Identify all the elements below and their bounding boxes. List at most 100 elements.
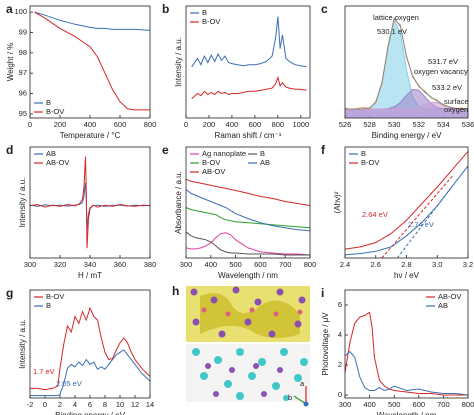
- x-tick-label: 12: [131, 400, 139, 409]
- y-axis-label: Photovoltage / μV: [321, 312, 330, 376]
- annotation: 531.7 eV: [428, 57, 458, 66]
- x-tick-label: 8: [103, 400, 107, 409]
- plot-frame: [185, 5, 311, 119]
- legend-label: B-OV: [202, 17, 220, 26]
- x-tick-label: 300: [180, 260, 193, 269]
- y-tick-label: 100: [14, 7, 27, 16]
- annotation: 533.2 eV: [432, 83, 462, 92]
- panel-label: b: [162, 2, 169, 16]
- plot-frame: [185, 146, 311, 259]
- y-tick-label: 6: [338, 300, 342, 309]
- series-line: [191, 16, 307, 68]
- plot-frame: [29, 289, 151, 399]
- x-axis-label: H / mT: [78, 271, 102, 280]
- series-line: [185, 207, 311, 229]
- y-axis-label: Intensity / a.u.: [174, 37, 183, 87]
- x-tick-label: 528: [363, 120, 376, 129]
- x-tick-label: 2.4: [340, 260, 350, 269]
- plot-frame: [344, 5, 469, 119]
- legend-label: B-OV: [46, 107, 64, 116]
- x-tick-label: 526: [339, 120, 352, 129]
- isosurface: [200, 293, 300, 339]
- y-axis-label: Intensity / a.u.: [18, 319, 27, 369]
- x-tick-label: 700: [437, 400, 450, 409]
- plot-frame: [29, 5, 151, 119]
- x-tick-label: 536: [462, 120, 474, 129]
- panel-label: h: [172, 284, 179, 298]
- axis-label: a: [300, 379, 305, 388]
- y-tick-label: 96: [19, 89, 27, 98]
- x-tick-label: 3.2: [463, 260, 473, 269]
- legend-label: Ag nanoplate: [202, 149, 246, 158]
- x-tick-label: 1000: [292, 120, 309, 129]
- x-tick-label: 3.0: [432, 260, 442, 269]
- atoms: [190, 286, 306, 338]
- series-line: [29, 156, 151, 249]
- cyan-atoms: [192, 348, 308, 401]
- annotation: surface: [444, 97, 469, 106]
- y-tick-label: 97: [19, 68, 27, 77]
- x-tick-label: 0: [43, 400, 47, 409]
- x-tick-label: 200: [203, 120, 216, 129]
- legend-label: B-OV: [361, 158, 379, 167]
- x-tick-label: 360: [114, 260, 127, 269]
- legend-label: AB: [438, 301, 448, 310]
- axis-label: b: [288, 393, 292, 402]
- series-line: [185, 178, 311, 206]
- x-tick-label: 600: [114, 120, 127, 129]
- series-line: [185, 231, 310, 256]
- x-tick-label: 400: [84, 120, 97, 129]
- panel-label: e: [162, 143, 169, 157]
- legend-label: B-OV: [202, 158, 220, 167]
- legend-label: AB: [260, 158, 270, 167]
- panel-label: a: [6, 2, 13, 16]
- panel-label: c: [321, 2, 328, 16]
- peak-area: [345, 102, 468, 118]
- x-tick-label: 340: [84, 260, 97, 269]
- annotation: 530.1 eV: [377, 27, 407, 36]
- y-axis-label: Weight / %: [6, 43, 15, 82]
- x-tick-label: 500: [388, 400, 401, 409]
- y-tick-label: 2: [338, 360, 342, 369]
- annotation: oxygen vacancy: [414, 67, 468, 76]
- oxygen-atoms: [201, 307, 303, 317]
- x-tick-label: 700: [279, 260, 292, 269]
- y-axis-label: Absorbance / a.u.: [174, 171, 183, 234]
- legend-label: B: [46, 301, 51, 310]
- series-line: [344, 350, 469, 396]
- series-line: [344, 311, 468, 396]
- x-tick-label: 2.8: [401, 260, 411, 269]
- x-tick-label: 10: [116, 400, 124, 409]
- y-tick-label: 99: [19, 27, 27, 36]
- annotation: lattice oxygen: [373, 13, 419, 22]
- annotation: 2.74 eV: [408, 220, 434, 229]
- x-tick-label: 500: [229, 260, 242, 269]
- series-line: [185, 189, 311, 232]
- legend-label: AB-OV: [438, 292, 461, 301]
- x-axis-label: hν / eV: [394, 271, 420, 280]
- x-tick-label: 800: [462, 400, 474, 409]
- x-tick-label: 2.6: [371, 260, 381, 269]
- series-line: [34, 11, 151, 31]
- y-tick-label: 95: [19, 109, 27, 118]
- x-tick-label: 800: [304, 260, 317, 269]
- legend-label: B: [361, 149, 366, 158]
- y-axis-label: (Ahν)²: [333, 191, 342, 213]
- series-line: [344, 151, 469, 250]
- y-tick-label: 98: [19, 48, 27, 57]
- series-line: [30, 306, 151, 391]
- plot-frame: [29, 146, 151, 259]
- annotation: oxygen: [444, 105, 468, 114]
- series-line: [381, 175, 453, 259]
- plot-frame: [344, 146, 469, 259]
- x-tick-label: 300: [24, 260, 37, 269]
- x-tick-label: 600: [249, 120, 262, 129]
- legend-label: AB: [46, 149, 56, 158]
- series-line: [191, 75, 307, 100]
- x-tick-label: 400: [363, 400, 376, 409]
- x-tick-label: 800: [272, 120, 285, 129]
- annotation: 2.64 eV: [362, 210, 388, 219]
- legend-label: B-OV: [46, 292, 64, 301]
- y-axis-label: Intensity / a.u.: [18, 178, 27, 228]
- legend-label: B: [46, 98, 51, 107]
